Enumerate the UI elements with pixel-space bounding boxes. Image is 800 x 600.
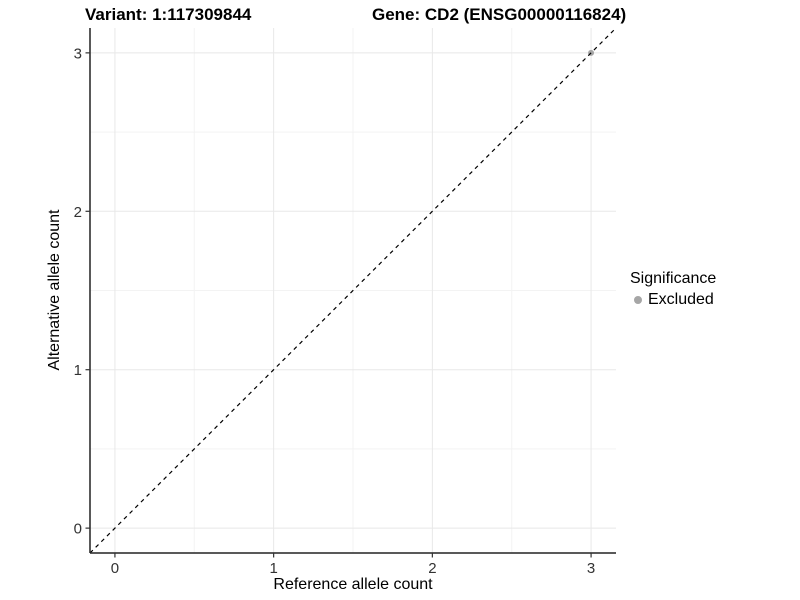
x-tick-label: 1 <box>269 560 277 577</box>
identity-line <box>89 27 617 554</box>
x-tick-label: 2 <box>428 560 436 577</box>
x-tick-labels: 0 1 2 3 <box>111 560 596 577</box>
y-tick-labels: 0 1 2 3 <box>74 45 82 537</box>
y-tick-label: 3 <box>74 45 82 62</box>
y-tick-label: 0 <box>74 521 82 538</box>
legend-title: Significance <box>630 270 717 287</box>
x-tick-label: 0 <box>111 560 119 577</box>
legend-entry-label: Excluded <box>648 291 714 308</box>
axis-ticks <box>85 52 592 558</box>
axis-lines <box>89 28 616 554</box>
grid-major <box>90 28 616 553</box>
y-tick-label: 2 <box>74 204 82 221</box>
y-tick-label: 1 <box>74 362 82 379</box>
grid-minor <box>90 28 616 553</box>
legend: Significance Excluded <box>630 269 716 310</box>
x-axis-title: Reference allele count <box>273 576 433 593</box>
y-axis-title: Alternative allele count <box>46 209 63 371</box>
legend-point-icon <box>634 296 642 304</box>
legend-entry-excluded: Excluded <box>630 290 716 310</box>
plot-title-variant: Variant: 1:117309844 <box>85 5 252 24</box>
plot-title-gene: Gene: CD2 (ENSG00000116824) <box>372 5 627 24</box>
x-tick-label: 3 <box>587 560 595 577</box>
